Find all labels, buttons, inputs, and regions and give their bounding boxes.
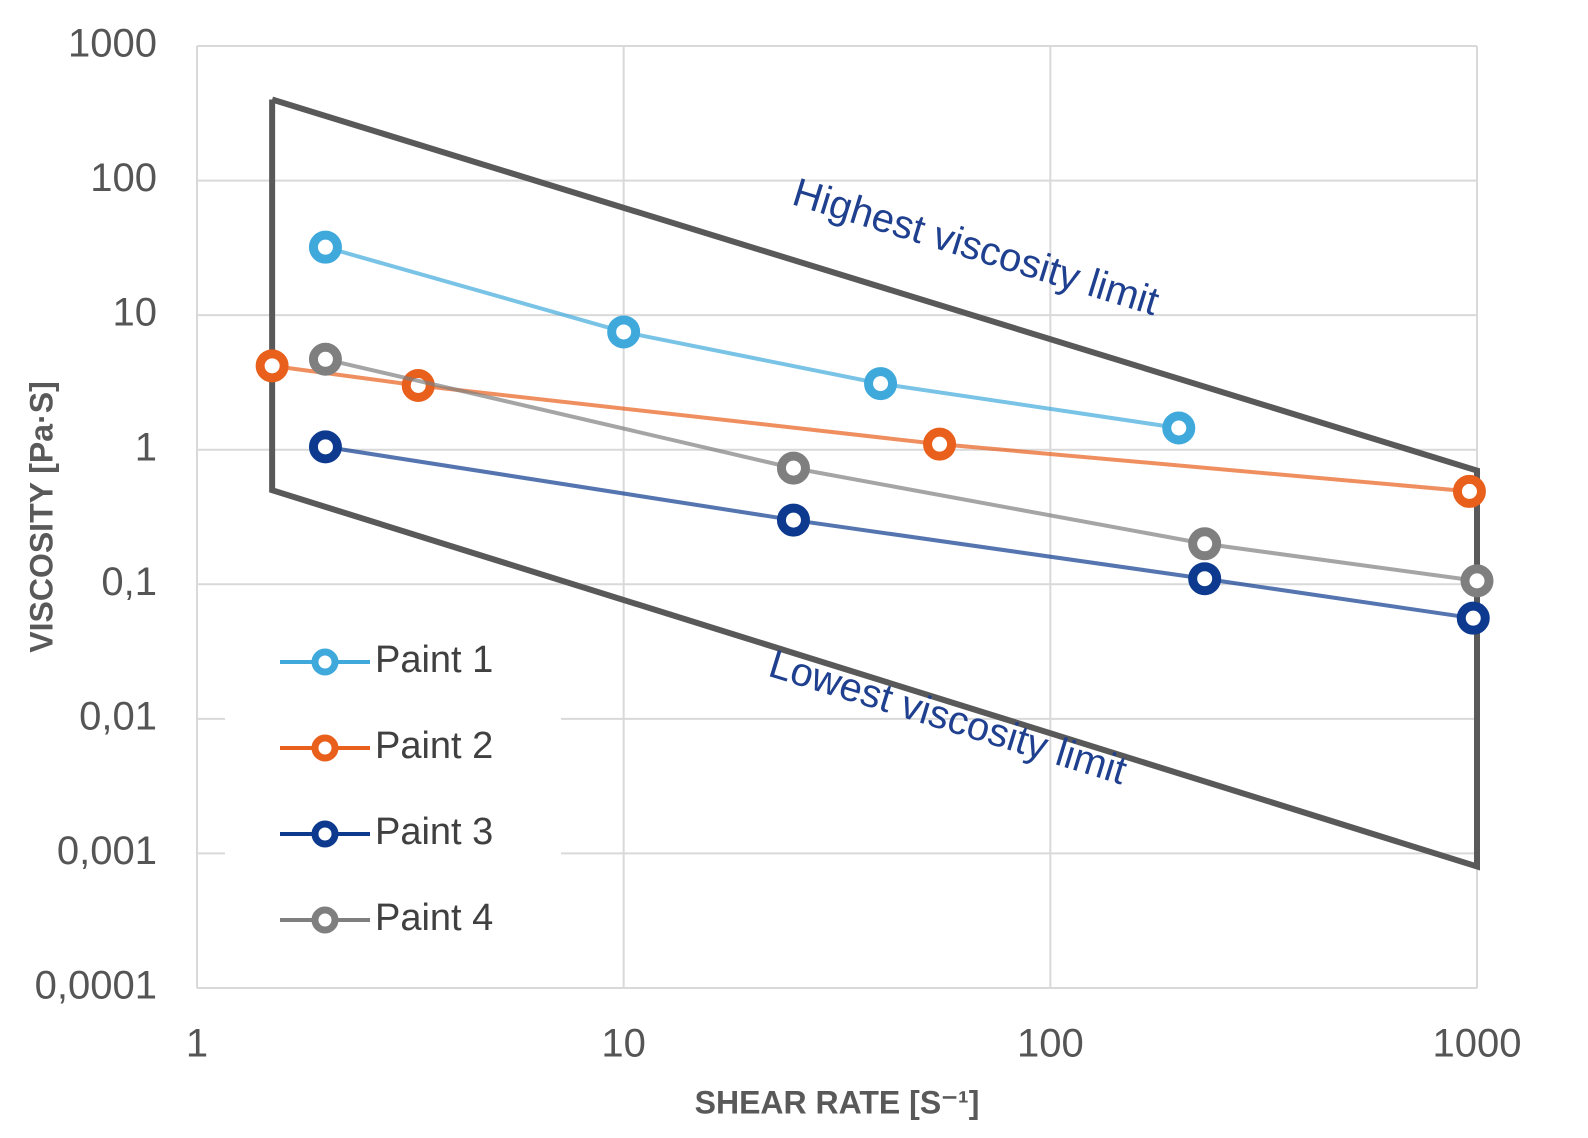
data-point (1188, 562, 1222, 596)
y-tick-label: 0,1 (101, 560, 157, 604)
data-point (308, 342, 342, 376)
x-tick-label: 100 (1017, 1022, 1084, 1066)
series-line (324, 357, 1478, 583)
data-point (923, 427, 957, 461)
data-point (308, 430, 342, 464)
y-tick-label: 0,001 (57, 829, 157, 873)
data-point (308, 230, 342, 264)
legend-marker (311, 648, 339, 676)
data-point (255, 349, 289, 383)
data-point (1452, 474, 1486, 508)
legend-marker (311, 734, 339, 762)
y-tick-label: 10 (113, 291, 158, 335)
annotation: Highest viscosity limit (788, 170, 1164, 324)
y-tick-label: 1 (135, 425, 157, 469)
y-axis-title: VISCOSITY [Pa·S] (23, 381, 59, 652)
data-point (1456, 601, 1490, 635)
annotation: Lowest viscosity limit (764, 642, 1132, 793)
y-tick-label: 0,0001 (35, 964, 157, 1008)
data-point (607, 315, 641, 349)
x-tick-label: 1 (186, 1022, 208, 1066)
y-tick-label: 100 (90, 156, 157, 200)
data-point (1162, 411, 1196, 445)
data-point (864, 367, 898, 401)
x-tick-label: 1000 (1433, 1022, 1522, 1066)
legend-label: Paint 3 (375, 811, 493, 853)
data-point (1188, 527, 1222, 561)
legend-box (225, 620, 561, 960)
y-tick-label: 1000 (68, 22, 157, 66)
legend-marker (311, 820, 339, 848)
series-line (324, 245, 1180, 430)
data-point (776, 503, 810, 537)
y-tick-label: 0,01 (79, 694, 157, 738)
series-line (325, 444, 1474, 621)
legend-marker (311, 906, 339, 934)
data-point (1460, 564, 1494, 598)
x-axis-title: SHEAR RATE [S⁻¹] (695, 1084, 980, 1120)
legend-label: Paint 1 (375, 639, 493, 681)
legend-label: Paint 2 (375, 725, 493, 767)
x-tick-label: 10 (601, 1022, 646, 1066)
series-line (271, 363, 1470, 494)
data-point (776, 451, 810, 485)
legend-label: Paint 4 (375, 897, 493, 939)
